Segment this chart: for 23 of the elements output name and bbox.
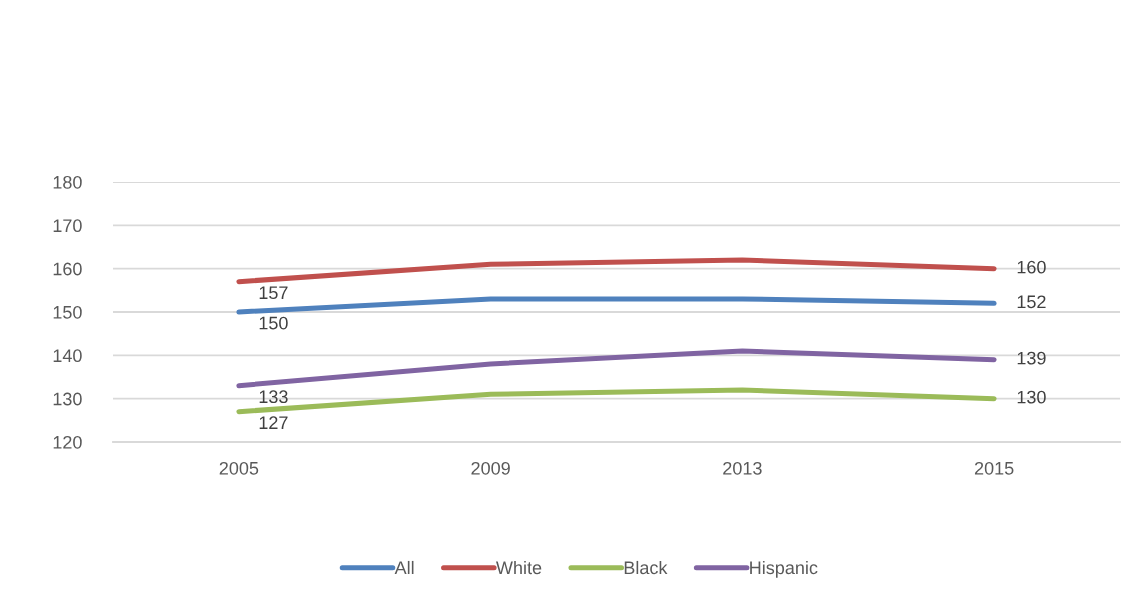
y-tick-label: 170 [53,219,82,233]
data-label: 157 [259,286,288,300]
x-tick-label: 2005 [219,461,259,475]
data-label: 160 [1017,260,1046,274]
y-tick-label: 160 [53,262,82,276]
data-label: 150 [259,316,288,330]
x-tick-label: 2015 [974,461,1014,475]
data-label: 152 [1017,295,1046,309]
legend-label: All [394,560,414,574]
legend-label: Black [624,560,668,575]
legend-label: White [495,560,542,575]
y-tick-label: 180 [53,175,82,189]
y-tick-label: 120 [53,435,82,449]
data-label: 139 [1017,351,1046,365]
x-tick-label: 2013 [723,461,762,475]
data-label: 133 [259,390,288,404]
x-tick-label: 2009 [471,461,510,475]
data-label: 130 [1017,390,1046,404]
data-label: 127 [259,416,288,429]
y-tick-label: 140 [53,349,82,363]
y-tick-label: 130 [53,392,82,406]
legend-label: Hispanic [750,560,818,578]
y-tick-label: 150 [53,305,82,319]
